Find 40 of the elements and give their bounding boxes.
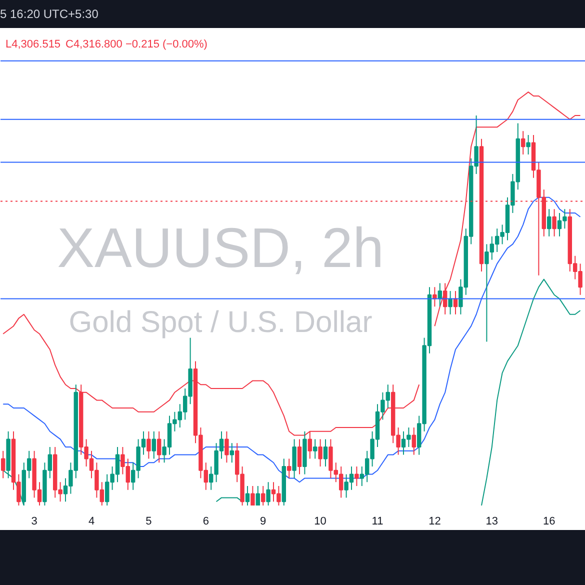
x-tick-label: 10 [314,516,326,528]
x-tick-label: 9 [260,516,266,528]
candlestick [230,442,234,464]
candlestick [245,486,250,506]
candlestick [354,466,359,486]
x-tick-label: 4 [88,516,95,528]
x-tick-label: 16 [542,516,556,528]
x-tick-label: 5 [146,516,152,528]
candlestick [286,458,292,479]
candlestick [146,430,151,460]
text: −0.215 (−0.00%) [126,38,208,50]
candlestick [256,486,260,506]
candlestick [526,134,530,155]
candlestick [552,208,556,237]
text: C4,316.800 [66,38,122,50]
x-tick-label: 3 [31,516,38,528]
candlestick [412,426,416,456]
candlestick [0,450,6,479]
x-tick-label: 6 [202,516,209,528]
candlestick [152,430,156,460]
candlestick [260,486,266,506]
x-tick-label: 11 [372,516,384,528]
x-tick-label: 13 [486,516,498,528]
candlestick [546,208,552,237]
candlestick [520,130,526,155]
candlestick [224,430,229,464]
text: L4,306.515 [6,38,61,50]
candlestick [312,438,318,460]
candlestick [297,438,302,475]
x-tick-label: 12 [428,516,441,528]
candlestick [442,282,448,315]
candlestick [323,438,328,467]
candlestick [292,438,296,479]
candlestick [432,286,437,308]
text: 5 16:20 UTC+5:30 [0,6,98,23]
candlestick [156,430,162,464]
candlestick [266,482,270,506]
candlestick [318,438,322,467]
candlestick [250,486,255,506]
candlestick [448,290,452,315]
